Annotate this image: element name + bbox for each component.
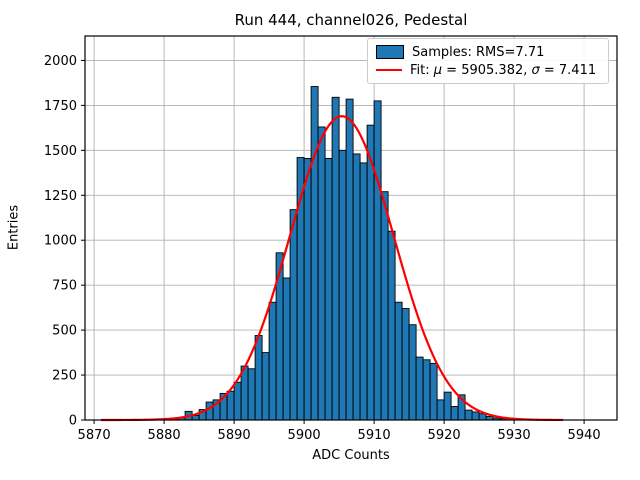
histogram-bar [289, 209, 298, 421]
histogram-bar [443, 391, 452, 421]
legend-fit-mid: = 5905.382, [442, 62, 532, 78]
histogram-bar [352, 153, 361, 421]
legend: Samples: RMS=7.71 Fit: μ = 5905.382, σ =… [367, 38, 609, 84]
histogram-bar [240, 365, 249, 421]
histogram-bar [261, 352, 270, 421]
y-tick-label: 1000 [44, 234, 77, 249]
histogram-bar [233, 381, 242, 421]
x-axis-label: ADC Counts [312, 448, 390, 463]
histogram-bar [359, 162, 368, 421]
histogram-bar [331, 96, 340, 421]
legend-sigma-symbol: σ [531, 62, 540, 78]
y-tick-label: 1750 [44, 99, 77, 114]
histogram-bar [422, 359, 431, 421]
histogram-bar [415, 356, 424, 421]
y-axis-label: Entries [6, 204, 22, 251]
y-tick-label: 1250 [44, 189, 77, 204]
histogram-bar [226, 390, 235, 421]
x-tick-label: 5920 [428, 428, 461, 443]
histogram-bar [464, 409, 473, 421]
histogram-bar [303, 157, 312, 421]
legend-item-samples: Samples: RMS=7.71 [376, 43, 600, 61]
legend-item-fit: Fit: μ = 5905.382, σ = 7.411 [376, 61, 600, 79]
x-tick-label: 5870 [78, 428, 111, 443]
histogram-bar [247, 368, 256, 421]
x-tick-label: 5880 [148, 428, 181, 443]
histogram-bar [345, 98, 354, 421]
axes-frame [84, 35, 618, 421]
x-tick-label: 5910 [358, 428, 391, 443]
x-tick-label: 5930 [498, 428, 531, 443]
histogram-bar [324, 157, 333, 421]
histogram-bar [408, 324, 417, 421]
x-tick-label: 5890 [218, 428, 251, 443]
x-tick-label: 5900 [288, 428, 321, 443]
histogram-bar [205, 401, 214, 421]
histogram-bar [373, 100, 382, 421]
x-tick-label: 5940 [568, 428, 601, 443]
legend-fit-suffix: = 7.411 [539, 62, 597, 78]
samples-swatch-icon [376, 45, 404, 59]
histogram-bar [338, 149, 347, 421]
histogram-bar [282, 277, 291, 421]
legend-mu-symbol: μ [433, 62, 443, 78]
y-tick-label: 500 [52, 324, 77, 339]
histogram-bar [394, 301, 403, 421]
legend-fit-prefix: Fit: [410, 62, 434, 78]
histogram-bar [254, 335, 263, 421]
y-tick-label: 2000 [44, 54, 77, 69]
y-tick-label: 0 [69, 414, 77, 429]
histogram-bar [429, 362, 438, 421]
fit-curve [101, 115, 564, 422]
histogram-bar [471, 411, 480, 421]
legend-fit-label: Fit: μ = 5905.382, σ = 7.411 [410, 63, 596, 78]
histogram-bar [317, 126, 326, 421]
y-tick-label: 750 [52, 279, 77, 294]
y-tick-label: 250 [52, 369, 77, 384]
histogram-bar [268, 301, 277, 421]
chart-title: Run 444, channel026, Pedestal [234, 11, 468, 29]
histogram-bar [191, 415, 200, 421]
y-tick-label: 1500 [44, 144, 77, 159]
histogram-bar [310, 86, 319, 421]
histogram-bar [387, 230, 396, 421]
histogram-bar [450, 406, 459, 421]
histogram-bar [401, 308, 410, 421]
histogram-bar [380, 191, 389, 421]
histogram-bar [478, 413, 487, 421]
legend-samples-label: Samples: RMS=7.71 [412, 44, 545, 60]
fit-line-swatch-icon [376, 68, 402, 72]
histogram-bar [436, 399, 445, 421]
